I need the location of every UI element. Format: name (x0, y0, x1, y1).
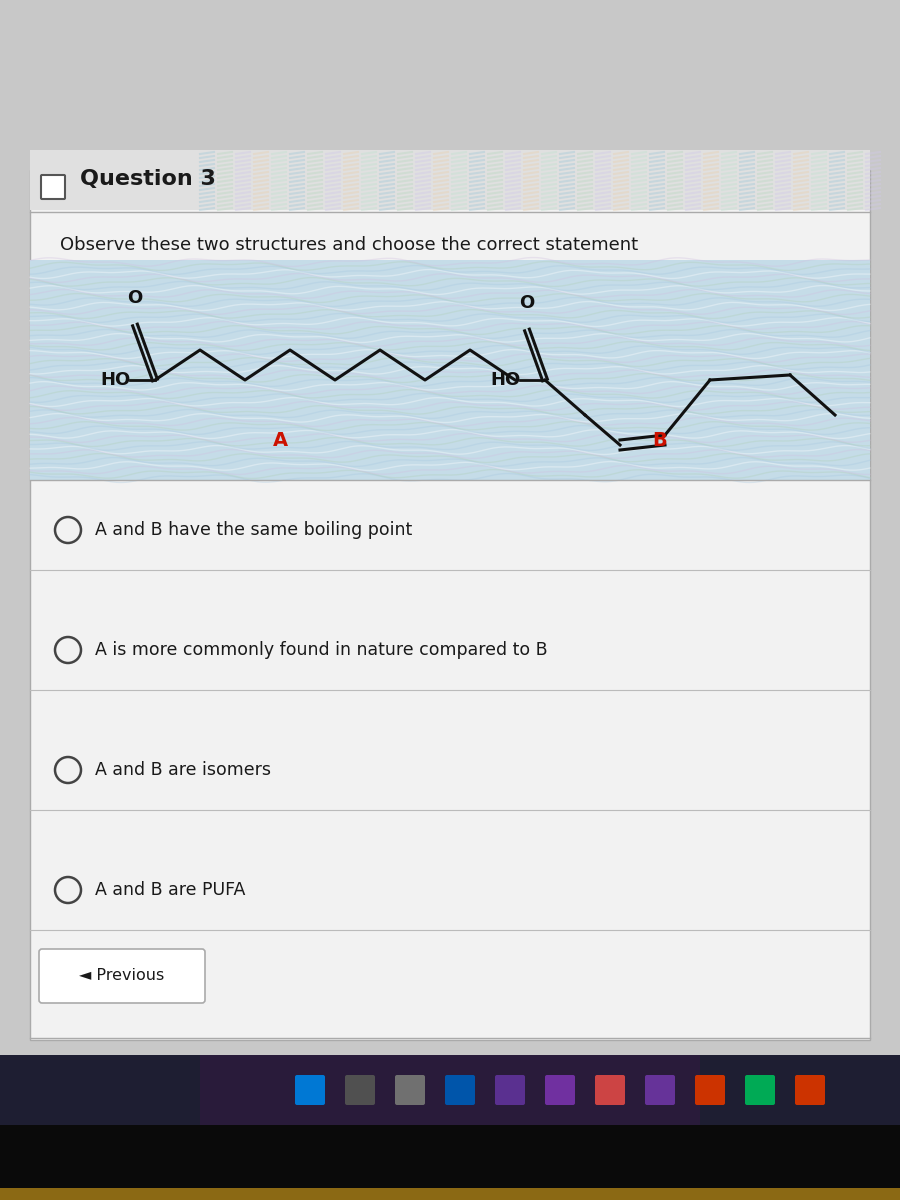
FancyBboxPatch shape (795, 1075, 825, 1105)
FancyBboxPatch shape (545, 1075, 575, 1105)
FancyBboxPatch shape (295, 1075, 325, 1105)
Bar (0, 1055, 900, 1126)
Bar (0, 1188, 900, 1200)
Text: O: O (128, 289, 142, 307)
Bar (30, 260, 870, 480)
Bar (0, 0, 900, 150)
Text: A: A (273, 431, 288, 450)
FancyBboxPatch shape (41, 175, 65, 199)
Text: A and B are PUFA: A and B are PUFA (95, 881, 246, 899)
FancyBboxPatch shape (30, 170, 870, 1040)
Bar (200, 1055, 700, 1126)
FancyBboxPatch shape (745, 1075, 775, 1105)
Bar (30, 150, 870, 210)
FancyBboxPatch shape (345, 1075, 375, 1105)
Text: A and B have the same boiling point: A and B have the same boiling point (95, 521, 412, 539)
FancyBboxPatch shape (39, 949, 205, 1003)
Text: B: B (652, 431, 668, 450)
Bar (0, 1126, 900, 1200)
Text: A and B are isomers: A and B are isomers (95, 761, 271, 779)
Text: Observe these two structures and choose the correct statement: Observe these two structures and choose … (60, 236, 638, 254)
FancyBboxPatch shape (445, 1075, 475, 1105)
FancyBboxPatch shape (695, 1075, 725, 1105)
Text: O: O (519, 294, 535, 312)
Text: HO: HO (100, 371, 130, 389)
Text: HO: HO (490, 371, 520, 389)
FancyBboxPatch shape (645, 1075, 675, 1105)
FancyBboxPatch shape (595, 1075, 625, 1105)
Text: ◄ Previous: ◄ Previous (79, 968, 165, 984)
Text: A is more commonly found in nature compared to B: A is more commonly found in nature compa… (95, 641, 547, 659)
Text: Question 3: Question 3 (80, 169, 216, 188)
FancyBboxPatch shape (495, 1075, 525, 1105)
FancyBboxPatch shape (395, 1075, 425, 1105)
